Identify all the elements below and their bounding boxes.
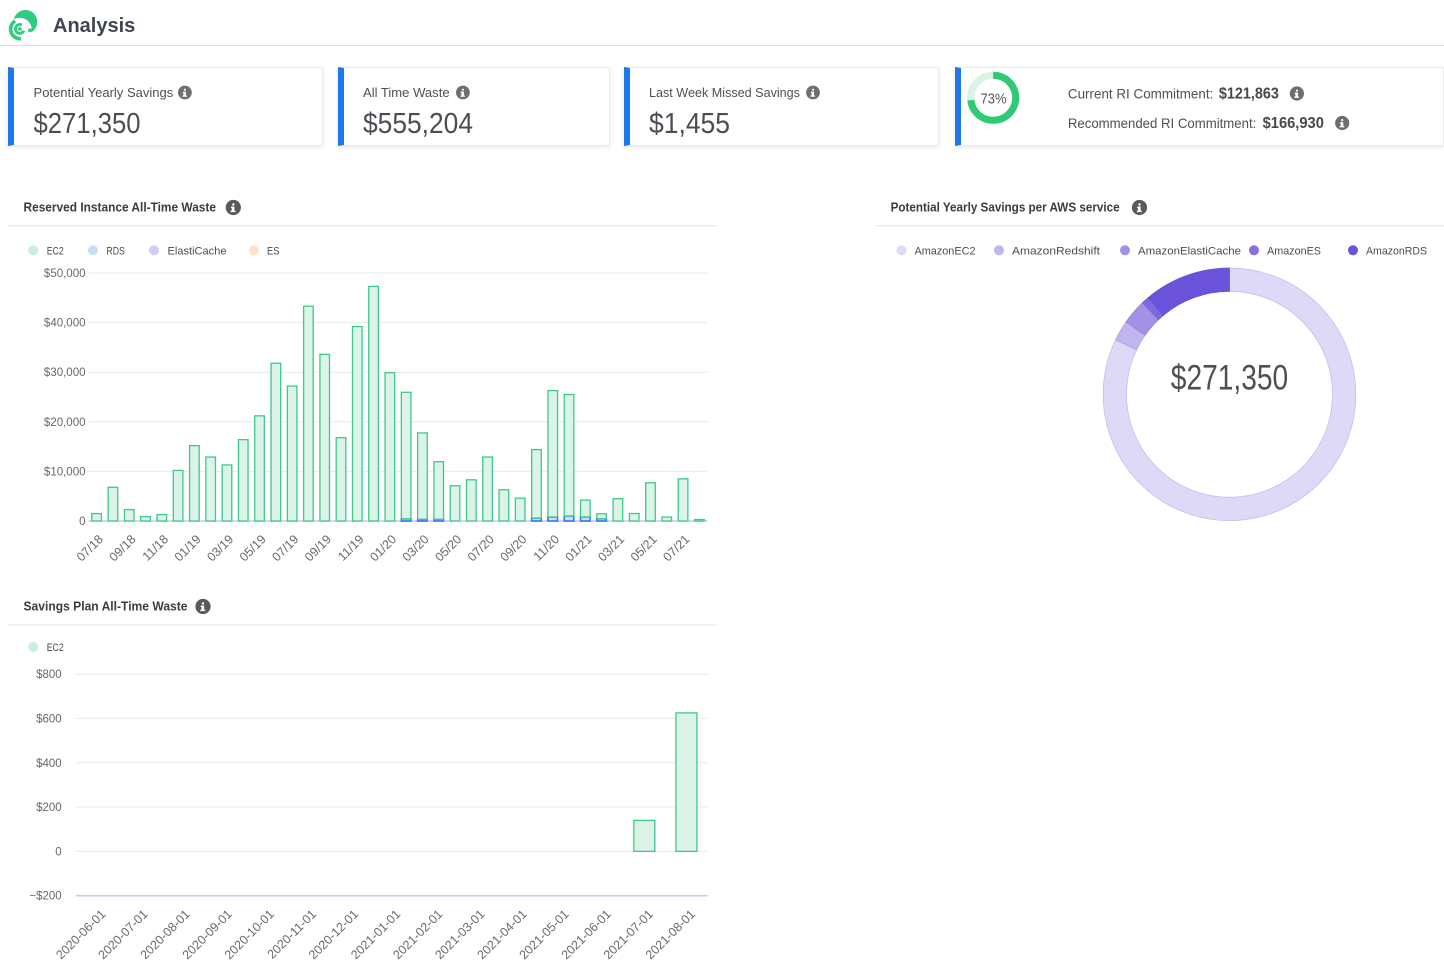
svg-text:01/19: 01/19 (172, 532, 204, 564)
svg-text:03/19: 03/19 (204, 532, 236, 564)
svg-text:07/19: 07/19 (269, 532, 301, 564)
svg-text:$1,455: $1,455 (649, 108, 730, 140)
svg-text:$50,000: $50,000 (44, 268, 86, 280)
svg-text:01/21: 01/21 (563, 532, 595, 564)
svg-text:Reserved Instance All-Time Was: Reserved Instance All-Time Waste (24, 199, 217, 214)
svg-text:$121,863: $121,863 (1219, 85, 1279, 102)
svg-text:11/19: 11/19 (335, 532, 366, 563)
svg-text:07/20: 07/20 (465, 532, 497, 564)
svg-text:EC2: EC2 (47, 245, 64, 257)
svg-text:$200: $200 (36, 802, 62, 814)
svg-text:$10,000: $10,000 (44, 466, 86, 478)
svg-text:All Time Waste: All Time Waste (363, 85, 450, 100)
svg-text:$30,000: $30,000 (44, 367, 86, 379)
svg-text:Savings Plan All-Time Waste: Savings Plan All-Time Waste (24, 598, 188, 613)
svg-text:ES: ES (267, 245, 280, 257)
svg-text:$166,930: $166,930 (1263, 115, 1324, 132)
svg-text:$400: $400 (36, 758, 62, 770)
svg-text:AmazonElastiCache: AmazonElastiCache (1138, 245, 1241, 257)
svg-text:AmazonRedshift: AmazonRedshift (1012, 245, 1100, 257)
svg-text:07/21: 07/21 (660, 532, 692, 564)
svg-text:$271,350: $271,350 (1171, 358, 1288, 397)
svg-text:−$200: −$200 (29, 891, 61, 903)
svg-text:AmazonEC2: AmazonEC2 (915, 245, 976, 257)
svg-text:05/19: 05/19 (237, 532, 269, 564)
svg-text:03/20: 03/20 (400, 532, 432, 564)
svg-text:Recommended RI Commitment:: Recommended RI Commitment: (1068, 115, 1256, 131)
svg-text:05/20: 05/20 (432, 532, 464, 564)
svg-text:01/20: 01/20 (367, 532, 399, 564)
svg-text:0: 0 (55, 846, 61, 858)
svg-text:11/20: 11/20 (531, 532, 562, 563)
svg-text:Current RI Commitment:: Current RI Commitment: (1068, 85, 1213, 101)
svg-text:AmazonES: AmazonES (1267, 245, 1321, 257)
svg-text:Potential Yearly Savings per A: Potential Yearly Savings per AWS service (891, 199, 1120, 214)
svg-text:11/18: 11/18 (140, 532, 171, 563)
svg-text:$555,204: $555,204 (363, 108, 473, 140)
svg-text:09/20: 09/20 (498, 532, 530, 564)
svg-text:09/19: 09/19 (302, 532, 334, 564)
svg-text:09/18: 09/18 (107, 532, 139, 564)
svg-text:$600: $600 (36, 713, 62, 725)
svg-text:EC2: EC2 (47, 642, 64, 654)
svg-text:73%: 73% (981, 92, 1007, 108)
svg-text:$20,000: $20,000 (44, 417, 86, 429)
svg-text:$40,000: $40,000 (44, 318, 86, 330)
svg-text:Potential Yearly Savings: Potential Yearly Savings (34, 85, 174, 100)
svg-text:Last Week Missed Savings: Last Week Missed Savings (649, 85, 800, 100)
svg-text:AmazonRDS: AmazonRDS (1366, 245, 1427, 257)
svg-text:$271,350: $271,350 (34, 108, 141, 140)
svg-text:07/18: 07/18 (74, 532, 106, 564)
svg-text:03/21: 03/21 (595, 532, 627, 564)
svg-text:0: 0 (79, 516, 85, 528)
svg-text:RDS: RDS (106, 245, 125, 257)
svg-text:ElastiCache: ElastiCache (168, 245, 227, 257)
svg-text:$800: $800 (36, 669, 62, 681)
svg-text:05/21: 05/21 (628, 532, 660, 564)
